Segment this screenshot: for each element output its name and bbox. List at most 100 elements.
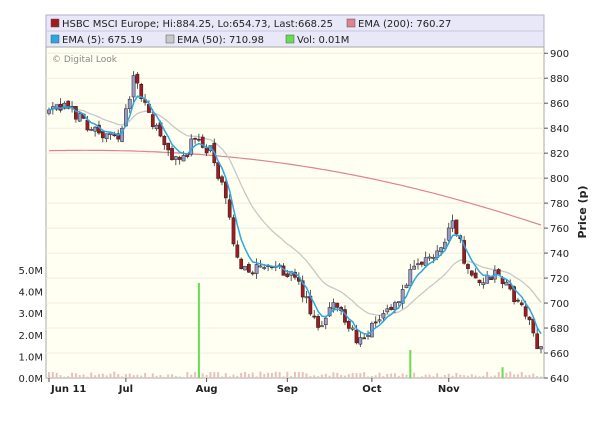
volume-bar — [136, 374, 139, 378]
candle-body — [419, 261, 424, 265]
volume-bar — [497, 372, 500, 378]
volume-bar — [520, 372, 523, 378]
volume-bar — [417, 376, 419, 378]
candle-body — [450, 220, 455, 229]
volume-bar — [378, 372, 381, 378]
volume-bar — [536, 376, 539, 378]
volume-bar — [255, 376, 258, 378]
candle-body — [408, 269, 413, 286]
ema200-line — [48, 149, 542, 226]
candle-body — [250, 272, 255, 275]
candle-body — [385, 308, 390, 313]
volume-bar — [82, 374, 85, 378]
volume-bar — [447, 373, 450, 378]
volume-bar — [451, 375, 454, 378]
volume-bar — [294, 371, 296, 378]
candle-body — [104, 133, 109, 140]
legend-vol-text: Vol: 0.01M — [297, 35, 349, 46]
candle-body — [312, 315, 317, 318]
price-axis-label: Price (p) — [576, 186, 589, 239]
volume-bar — [274, 371, 277, 378]
candle-body — [335, 302, 340, 308]
volume-bar — [463, 375, 466, 378]
ema200-path — [48, 149, 542, 226]
volume-bar — [382, 376, 385, 378]
date-tick-label: Aug — [196, 384, 218, 395]
volume-bar — [171, 374, 173, 378]
volume-bar — [505, 372, 508, 378]
candle-body — [154, 124, 159, 129]
volume-bar — [151, 373, 154, 378]
candle-body — [162, 135, 167, 146]
price-tick-label: 820 — [550, 149, 569, 160]
volume-bar — [524, 375, 527, 378]
volume-bar — [247, 374, 250, 378]
price-tick-label: 760 — [550, 224, 569, 235]
candle-body — [320, 325, 324, 328]
volume-bar — [240, 372, 243, 378]
candle-body — [350, 327, 355, 330]
candle-body — [366, 335, 370, 337]
candle-body — [431, 257, 436, 259]
volume-bar — [190, 374, 193, 378]
volume-bar — [332, 372, 335, 378]
volume-bar — [393, 373, 396, 378]
candle-body — [231, 217, 236, 245]
date-tick-label: Jul — [118, 384, 133, 395]
candle-body — [131, 75, 136, 98]
candle-body — [235, 244, 240, 258]
volume-bar — [132, 375, 135, 378]
candle-body — [193, 137, 197, 140]
volume-bar — [397, 375, 400, 378]
volume-tick-label: 5.0M — [18, 266, 43, 277]
candle-body — [354, 329, 359, 344]
volume-bar — [140, 375, 143, 378]
candle-body — [135, 73, 140, 84]
watermark: © Digital Look — [52, 55, 118, 65]
price-tick-label: 860 — [550, 99, 569, 110]
volume-bar — [386, 374, 389, 378]
volume-bar — [224, 373, 227, 378]
legend-swatch-hsbc — [50, 18, 60, 28]
volume-bar — [86, 376, 89, 378]
volume-bar — [94, 375, 97, 378]
volume-bar — [440, 376, 443, 378]
volume-bar — [182, 376, 185, 378]
volume-bar — [390, 373, 393, 378]
price-axis: 640 660 680 700 720 740 760 780 800 820 840 860 880 9… — [544, 49, 569, 385]
date-tick-label: Jun 11 — [50, 384, 86, 395]
legend-swatch-ema200 — [346, 18, 356, 28]
candle-body — [200, 136, 205, 148]
candle-body — [89, 129, 94, 131]
volume-bar — [155, 375, 158, 378]
volume-tick-label: 1.0M — [18, 352, 43, 363]
price-tick-label: 740 — [550, 249, 569, 260]
volume-bar — [290, 376, 293, 378]
volume-bar — [328, 375, 331, 378]
price-tick-label: 720 — [550, 274, 569, 285]
volume-bar — [455, 372, 458, 378]
volume-bar — [401, 373, 404, 378]
candle-body — [381, 313, 386, 319]
volume-bar — [105, 375, 108, 378]
candle-body — [523, 306, 528, 317]
volume-bar — [236, 375, 239, 378]
candle-body — [527, 316, 532, 321]
ema50-line — [48, 107, 542, 316]
volume-bar — [147, 376, 150, 378]
volume-bar — [97, 374, 100, 378]
volume-bar — [374, 375, 377, 378]
volume-bar — [251, 372, 254, 378]
candle-body — [77, 113, 82, 122]
volume-bar — [71, 372, 74, 378]
candle-body — [262, 267, 267, 269]
volume-bar — [355, 373, 358, 378]
volume-bar — [282, 376, 285, 378]
legend-swatch-vol — [285, 34, 295, 44]
volume-bar — [270, 372, 273, 378]
legend-ema200-text: EMA (200): 760.27 — [358, 19, 451, 30]
volume-tick-label: 0.0M — [18, 374, 43, 385]
volume-bar — [532, 373, 535, 378]
volume-bar — [259, 371, 262, 378]
